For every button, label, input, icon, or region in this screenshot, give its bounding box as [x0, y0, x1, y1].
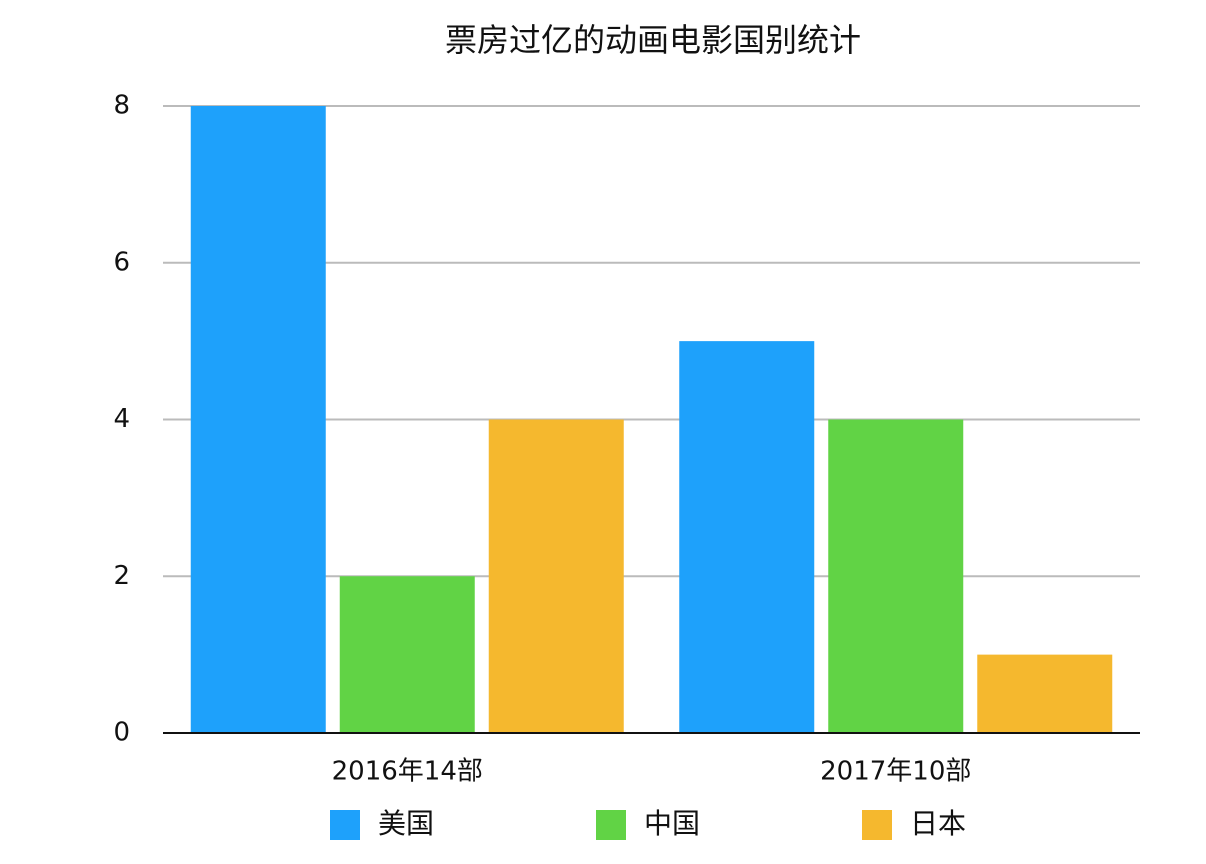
bar [679, 341, 815, 733]
y-tick-label: 2 [113, 561, 130, 591]
y-tick-label: 8 [113, 91, 130, 121]
bar [488, 419, 624, 733]
x-tick-label: 2016年14部 [332, 757, 483, 787]
bar [190, 106, 326, 733]
y-tick-label: 0 [113, 718, 130, 748]
legend-label: 美国 [378, 807, 434, 840]
legend-swatch [330, 810, 360, 840]
legend-swatch [596, 810, 626, 840]
bar [977, 654, 1113, 733]
x-tick-label: 2017年10部 [820, 757, 971, 787]
y-tick-label: 6 [113, 247, 130, 277]
legend-label: 日本 [910, 807, 966, 840]
legend-swatch [862, 810, 892, 840]
y-tick-label: 4 [113, 404, 130, 434]
bar [828, 419, 964, 733]
chart-title: 票房过亿的动画电影国别统计 [445, 21, 861, 59]
legend-label: 中国 [644, 807, 700, 840]
bar [339, 576, 475, 733]
